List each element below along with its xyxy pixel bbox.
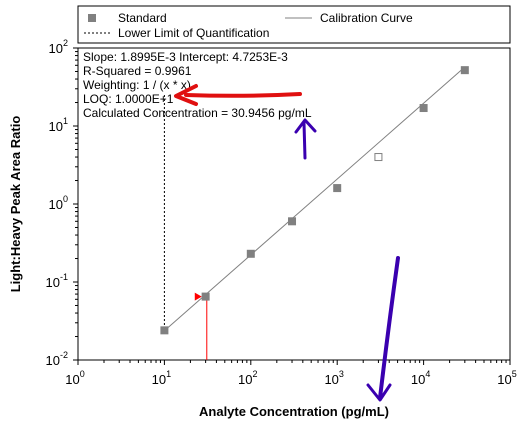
standard-point xyxy=(419,104,428,113)
x-axis-title: Analyte Concentration (pg/mL) xyxy=(199,404,389,419)
y-tick-label: 100 xyxy=(49,194,68,212)
x-tick-label: 102 xyxy=(238,369,257,387)
red-arrow-head xyxy=(174,84,198,106)
stat-line-loq: LOQ: 1.0000E+1 xyxy=(83,92,174,106)
chart-marks xyxy=(160,66,469,335)
purple-up-arrow-head xyxy=(294,118,317,134)
red-arrow-shaft xyxy=(184,92,302,98)
x-tick-label: 105 xyxy=(497,369,516,387)
legend-standard-label: Standard xyxy=(118,11,167,25)
standard-point xyxy=(201,292,210,301)
x-tick-label: 100 xyxy=(65,369,84,387)
standard-point xyxy=(333,184,342,193)
x-tick-label: 103 xyxy=(324,369,343,387)
calculated-concentration-marker xyxy=(194,292,202,301)
calibration-curve-line xyxy=(164,66,466,332)
standard-point xyxy=(460,66,469,75)
stat-line-slope: Slope: 1.8995E-3 Intercept: 4.7253E-3 xyxy=(83,50,288,64)
legend: Standard Calibration Curve Lower Limit o… xyxy=(77,5,511,44)
stats-block: Slope: 1.8995E-3 Intercept: 4.7253E-3 R-… xyxy=(83,50,312,120)
stat-line-rsquared: R-Squared = 0.9961 xyxy=(83,64,192,78)
y-tick-label: 10-2 xyxy=(46,350,68,368)
x-tick-label: 101 xyxy=(152,369,171,387)
axis-ticks: 100 101 102 103 104 105 10-2 10-1 100 101 102 xyxy=(46,38,517,387)
x-tick-label: 104 xyxy=(411,369,430,387)
legend-loq-label: Lower Limit of Quantification xyxy=(118,26,269,40)
y-tick-label: 101 xyxy=(49,116,68,134)
y-axis-title: Light:Heavy Peak Area Ratio xyxy=(8,116,23,293)
excluded-point xyxy=(374,153,383,162)
stat-line-weighting: Weighting: 1 / (x * x) xyxy=(83,78,191,92)
standard-point xyxy=(288,217,297,226)
legend-standard-swatch xyxy=(88,14,96,22)
legend-box xyxy=(77,5,511,44)
purple-up-arrow-shaft xyxy=(302,121,307,160)
legend-curve-label: Calibration Curve xyxy=(320,11,413,25)
y-tick-label: 10-1 xyxy=(46,272,68,290)
hand-annotations xyxy=(174,84,400,402)
purple-down-arrow-head xyxy=(366,383,392,402)
standard-point xyxy=(160,326,169,335)
standard-point xyxy=(246,249,255,258)
chart-overlay xyxy=(163,66,466,360)
purple-down-arrow-shaft xyxy=(378,256,400,400)
stat-line-calculated: Calculated Concentration = 30.9456 pg/mL xyxy=(83,106,312,120)
y-tick-label: 102 xyxy=(49,38,68,56)
